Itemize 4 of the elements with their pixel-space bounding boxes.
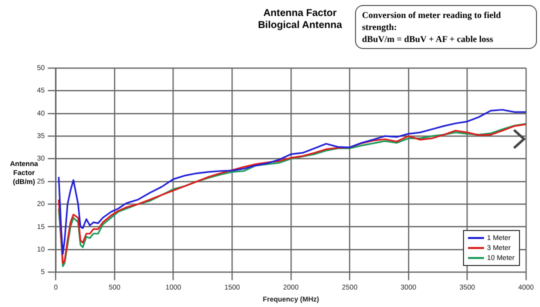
- text: dBuV/m = dBuV + AF + cable loss: [362, 33, 494, 45]
- text: Conversion of meter reading to field strength:: [362, 9, 502, 33]
- text: Bilogical Antenna: [258, 20, 342, 31]
- text: Antenna Factor: [263, 8, 337, 19]
